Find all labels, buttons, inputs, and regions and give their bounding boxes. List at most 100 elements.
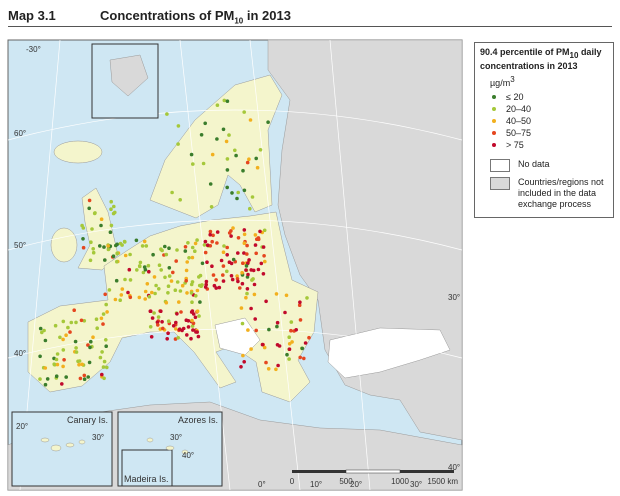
station-dot — [147, 269, 151, 274]
station-dot — [55, 362, 60, 367]
station-dot — [229, 234, 233, 238]
station-dot — [205, 260, 209, 265]
station-dot — [245, 243, 249, 248]
station-dot — [274, 292, 279, 296]
station-dot — [115, 259, 119, 264]
station-dot — [245, 252, 249, 256]
station-dot — [73, 339, 78, 344]
station-dot — [285, 352, 289, 357]
inset-graticule-label: 20° — [16, 422, 28, 431]
inset-label: Madeira Is. — [124, 474, 169, 484]
station-dot — [214, 286, 218, 290]
station-dot — [38, 326, 43, 331]
station-dot — [88, 258, 93, 263]
station-dot — [99, 223, 103, 228]
station-dot — [225, 168, 230, 172]
station-dot — [230, 277, 235, 282]
inset-graticule-label: 30° — [92, 433, 104, 442]
station-dot — [245, 160, 250, 165]
station-dot — [141, 270, 146, 275]
station-dot — [259, 261, 264, 266]
station-dot — [64, 333, 68, 338]
legend-item: ≤ 20 — [480, 91, 608, 103]
station-dot — [179, 310, 183, 314]
station-dot — [118, 241, 123, 246]
station-dot — [170, 190, 174, 195]
station-dot — [256, 237, 261, 242]
station-dot — [61, 337, 65, 342]
station-dot — [99, 316, 104, 321]
station-dot — [246, 328, 250, 332]
station-dot — [89, 240, 93, 244]
station-dot — [74, 350, 79, 354]
station-dot — [98, 355, 103, 360]
swatch — [490, 176, 510, 190]
station-dot — [143, 297, 147, 301]
station-dot — [277, 344, 282, 348]
station-dot — [222, 98, 227, 103]
station-dot — [91, 335, 95, 340]
station-dot — [173, 337, 178, 341]
station-dot — [203, 121, 207, 126]
station-dot — [43, 366, 48, 370]
station-dot — [225, 245, 229, 250]
station-dot — [215, 137, 219, 141]
station-dot — [249, 306, 253, 311]
station-dot — [287, 347, 292, 352]
station-dot — [208, 229, 213, 234]
station-dot — [190, 255, 195, 260]
station-dot — [72, 308, 76, 313]
station-dot — [245, 287, 250, 291]
station-dot — [79, 318, 84, 323]
station-dot — [300, 346, 305, 351]
station-dot — [264, 299, 268, 304]
scale-label: 1000 — [391, 477, 409, 486]
station-dot — [247, 157, 251, 161]
station-dot — [242, 232, 247, 237]
station-dot — [274, 367, 278, 372]
station-dot — [54, 357, 59, 362]
station-dot — [113, 210, 117, 215]
inset-graticule-label: 30° — [170, 433, 182, 442]
legend-not-included: Countries/regions not included in the da… — [480, 176, 608, 210]
inset-canary — [11, 411, 113, 487]
station-dot — [156, 323, 160, 327]
station-dot — [154, 283, 158, 288]
station-dot — [161, 326, 165, 331]
station-dot — [289, 320, 294, 324]
legend-title-text: daily concentrations in 2013 — [480, 47, 602, 71]
station-dot — [91, 247, 95, 251]
station-dot — [80, 223, 84, 228]
station-dot — [264, 360, 268, 365]
station-dot — [195, 238, 199, 242]
station-dot — [219, 258, 224, 263]
station-dot — [241, 168, 245, 173]
station-dot — [145, 282, 150, 286]
station-dot — [101, 322, 105, 326]
inset-label: Canary Is. — [67, 415, 108, 425]
station-dot — [52, 362, 56, 367]
station-dot — [221, 250, 226, 254]
station-dot — [197, 314, 201, 318]
graticule-label: 40° — [14, 349, 26, 358]
station-dot — [140, 244, 145, 248]
station-dot — [108, 230, 113, 234]
graticule-label: 50° — [14, 241, 26, 250]
station-dot — [287, 342, 292, 346]
station-dot — [255, 165, 260, 170]
station-dot — [289, 328, 293, 333]
station-dot — [230, 191, 234, 195]
station-dot — [298, 318, 303, 322]
station-dot — [186, 325, 191, 329]
station-dot — [153, 291, 157, 296]
station-dot — [109, 223, 114, 228]
station-dot — [210, 264, 214, 269]
legend-title: 90.4 percentile of PM10 daily concentrat… — [480, 47, 608, 72]
station-dot — [109, 207, 113, 211]
station-dot — [176, 336, 180, 340]
legend-no-data: No data — [480, 158, 608, 172]
station-dot — [189, 152, 194, 157]
station-dot — [101, 365, 106, 369]
station-dot — [105, 365, 109, 370]
legend: 90.4 percentile of PM10 daily concentrat… — [474, 42, 614, 218]
